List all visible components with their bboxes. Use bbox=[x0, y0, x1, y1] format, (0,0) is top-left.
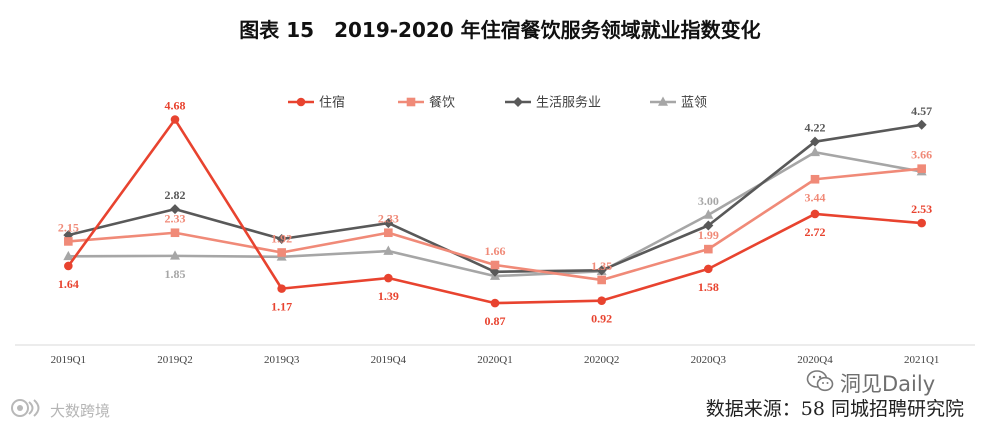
data-label-住宿: 1.17 bbox=[271, 300, 292, 314]
legend-marker-住宿 bbox=[296, 97, 306, 107]
watermark-right: 洞见Daily bbox=[806, 368, 935, 398]
data-point-餐饮 bbox=[917, 164, 926, 173]
chart-title: 图表 15 2019-2020 年住宿餐饮服务领域就业指数变化 bbox=[239, 18, 761, 42]
data-label-住宿: 1.39 bbox=[378, 289, 399, 303]
x-tick-label: 2020Q2 bbox=[584, 354, 619, 366]
data-point-餐饮 bbox=[277, 248, 286, 257]
data-label-蓝领: 1.85 bbox=[165, 267, 186, 281]
data-point-餐饮 bbox=[597, 275, 606, 285]
data-point-住宿 bbox=[917, 218, 926, 228]
data-point-住宿 bbox=[384, 273, 393, 283]
data-point-餐饮 bbox=[384, 228, 393, 238]
data-point-生活服务业 bbox=[703, 220, 714, 231]
data-label-餐饮: 2.33 bbox=[165, 212, 186, 226]
legend-label-蓝领: 蓝领 bbox=[681, 96, 707, 111]
data-point-住宿 bbox=[64, 261, 73, 271]
x-tick-label: 2019Q1 bbox=[51, 354, 86, 366]
data-label-餐饮: 2.15 bbox=[58, 220, 79, 234]
data-label-蓝领: 3.00 bbox=[698, 194, 719, 208]
data-point-生活服务业 bbox=[170, 204, 180, 215]
x-tick-label: 2020Q1 bbox=[477, 354, 512, 366]
data-point-生活服务业 bbox=[916, 119, 927, 130]
data-point-蓝领 bbox=[170, 250, 180, 260]
x-tick-label: 2019Q4 bbox=[371, 354, 407, 366]
data-label-生活服务业: 4.57 bbox=[911, 104, 932, 118]
data-point-蓝领 bbox=[63, 250, 74, 261]
x-tick-label: 2020Q4 bbox=[797, 354, 833, 366]
data-labels: 1.64 4.68 1.17 1.39 0.87 0.92 1.58 2.72 2.53 2.15… bbox=[58, 99, 932, 329]
data-label-生活服务业: 4.22 bbox=[805, 121, 826, 135]
data-label-餐饮: 3.66 bbox=[911, 148, 932, 162]
legend-label-住宿: 住宿 bbox=[319, 95, 345, 111]
data-point-餐饮 bbox=[704, 244, 713, 254]
data-point-蓝领 bbox=[703, 209, 714, 219]
x-tick-label: 2019Q3 bbox=[264, 354, 300, 366]
data-point-餐饮 bbox=[64, 237, 73, 246]
legend-marker-蓝领 bbox=[658, 96, 668, 106]
watermark-right-text: 洞见Daily bbox=[840, 372, 936, 396]
data-label-餐饮: 1.99 bbox=[698, 228, 719, 242]
x-axis-ticks: 2019Q1 2019Q2 2019Q3 2019Q4 2020Q1 2020Q2 2020… bbox=[51, 354, 940, 366]
data-label-餐饮: 1.66 bbox=[485, 244, 506, 258]
data-point-蓝领 bbox=[383, 245, 394, 255]
data-label-餐饮: 1.92 bbox=[271, 231, 292, 245]
data-label-生活服务业: 2.82 bbox=[165, 188, 186, 202]
data-point-餐饮 bbox=[490, 260, 500, 270]
legend-label-餐饮: 餐饮 bbox=[429, 95, 455, 111]
watermark-left-text: 大数跨境 bbox=[50, 401, 111, 420]
data-point-蓝领 bbox=[810, 146, 820, 157]
data-label-餐饮: 3.44 bbox=[805, 190, 826, 204]
legend-marker-餐饮 bbox=[406, 97, 416, 107]
data-point-生活服务业 bbox=[383, 218, 394, 229]
data-point-住宿 bbox=[704, 264, 713, 274]
data-label-住宿: 2.53 bbox=[911, 202, 932, 216]
data-point-住宿 bbox=[277, 284, 286, 293]
data-label-住宿: 0.87 bbox=[485, 314, 506, 328]
x-tick-label: 2021Q1 bbox=[904, 354, 939, 366]
legend-label-生活服务业: 生活服务业 bbox=[536, 95, 601, 111]
watermark-left: 大数跨境 bbox=[10, 397, 110, 423]
wechat-icon bbox=[806, 369, 834, 398]
legend-marker-生活服务业 bbox=[513, 97, 523, 107]
data-point-住宿 bbox=[597, 296, 606, 305]
series-lines bbox=[63, 115, 927, 308]
data-point-住宿 bbox=[170, 115, 180, 124]
data-point-生活服务业 bbox=[276, 234, 287, 244]
legend: 住宿 餐饮 生活服务业 蓝领 bbox=[288, 95, 707, 111]
data-label-住宿: 4.68 bbox=[165, 99, 186, 113]
data-label-住宿: 0.92 bbox=[591, 312, 612, 326]
data-point-餐饮 bbox=[810, 174, 820, 184]
data-point-生活服务业 bbox=[810, 136, 820, 147]
data-point-住宿 bbox=[490, 298, 500, 308]
data-point-住宿 bbox=[810, 209, 820, 219]
data-point-生活服务业 bbox=[596, 265, 607, 276]
data-source-note: 数据来源：58 同城招聘研究院 bbox=[705, 398, 964, 420]
data-label-餐饮: 2.33 bbox=[378, 212, 399, 226]
brand-logo-icon bbox=[10, 397, 44, 423]
data-point-餐饮 bbox=[170, 228, 180, 238]
data-label-住宿: 1.64 bbox=[58, 277, 79, 291]
x-tick-label: 2019Q2 bbox=[157, 354, 192, 366]
x-tick-label: 2020Q3 bbox=[691, 354, 727, 366]
data-label-住宿: 1.58 bbox=[698, 280, 719, 294]
data-label-住宿: 2.72 bbox=[805, 225, 826, 239]
data-label-餐饮: 1.35 bbox=[591, 259, 612, 273]
